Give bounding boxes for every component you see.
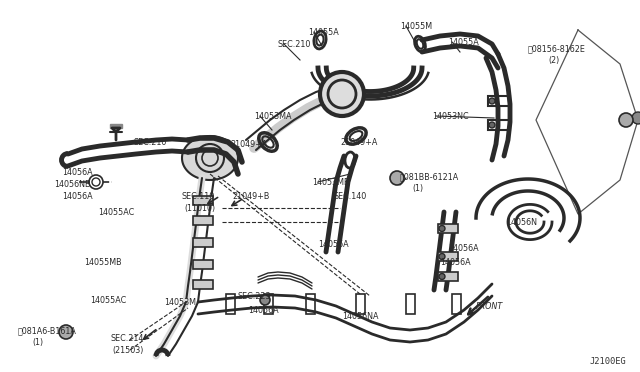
- Text: 14056A: 14056A: [248, 306, 278, 315]
- Bar: [226, 294, 235, 314]
- Bar: [438, 224, 458, 233]
- Text: 14055A: 14055A: [448, 38, 479, 47]
- Text: SEC.210: SEC.210: [278, 40, 312, 49]
- Bar: [193, 238, 213, 247]
- Polygon shape: [182, 136, 238, 180]
- Bar: [356, 294, 365, 314]
- Circle shape: [619, 113, 633, 127]
- Bar: [193, 260, 213, 269]
- Text: SEC.210: SEC.210: [133, 138, 166, 147]
- Circle shape: [632, 112, 640, 124]
- Circle shape: [489, 122, 495, 128]
- Text: FRONT: FRONT: [476, 302, 503, 311]
- Bar: [193, 196, 213, 205]
- Text: 14056A: 14056A: [62, 192, 93, 201]
- Text: (11010): (11010): [184, 204, 215, 213]
- Text: (1): (1): [32, 338, 43, 347]
- Text: 14055AC: 14055AC: [90, 296, 126, 305]
- Text: SEC.140: SEC.140: [334, 192, 367, 201]
- Text: 21049+B: 21049+B: [232, 192, 269, 201]
- Text: Ⓑ08156-8162E: Ⓑ08156-8162E: [528, 44, 586, 53]
- Bar: [193, 280, 213, 289]
- Text: 14056NB: 14056NB: [54, 180, 90, 189]
- Bar: [452, 294, 461, 314]
- Text: 14056A: 14056A: [448, 244, 479, 253]
- Text: Ⓑ081A6-B161A: Ⓑ081A6-B161A: [18, 326, 77, 335]
- Bar: [406, 294, 415, 314]
- Bar: [306, 294, 315, 314]
- Text: SEC.214: SEC.214: [110, 334, 143, 343]
- Bar: [488, 120, 510, 130]
- Bar: [264, 294, 273, 314]
- Bar: [193, 216, 213, 225]
- Text: 14055M: 14055M: [400, 22, 432, 31]
- Circle shape: [439, 253, 445, 260]
- Text: 14053MB: 14053MB: [312, 178, 349, 187]
- Text: 14053MA: 14053MA: [254, 112, 291, 121]
- Text: 14056A: 14056A: [440, 258, 470, 267]
- Text: J2100EG: J2100EG: [589, 357, 626, 366]
- Circle shape: [489, 98, 495, 104]
- Text: 21049+A: 21049+A: [340, 138, 378, 147]
- Text: SEC.223: SEC.223: [238, 292, 271, 301]
- Circle shape: [439, 273, 445, 279]
- Text: 14053M: 14053M: [164, 298, 196, 307]
- Text: 14056A: 14056A: [318, 240, 349, 249]
- Text: 14053NC: 14053NC: [432, 112, 468, 121]
- Bar: [438, 252, 458, 261]
- Text: 14056NA: 14056NA: [342, 312, 378, 321]
- Circle shape: [320, 72, 364, 116]
- Text: 14055MB: 14055MB: [84, 258, 122, 267]
- Text: 14055A: 14055A: [308, 28, 339, 37]
- Circle shape: [260, 295, 270, 305]
- Text: 14056A: 14056A: [62, 168, 93, 177]
- Circle shape: [390, 171, 404, 185]
- Text: (1): (1): [412, 184, 423, 193]
- Text: Ⓑ081BB-6121A: Ⓑ081BB-6121A: [400, 172, 460, 181]
- Text: SEC.110: SEC.110: [181, 192, 214, 201]
- Bar: [488, 96, 510, 106]
- Polygon shape: [110, 124, 122, 128]
- Text: 14056N: 14056N: [506, 218, 537, 227]
- Text: (2): (2): [548, 56, 559, 65]
- Bar: [438, 272, 458, 281]
- Text: (21503): (21503): [112, 346, 143, 355]
- Circle shape: [59, 325, 73, 339]
- Circle shape: [439, 225, 445, 231]
- Text: 14055AC: 14055AC: [98, 208, 134, 217]
- Text: 21049+A: 21049+A: [230, 140, 268, 149]
